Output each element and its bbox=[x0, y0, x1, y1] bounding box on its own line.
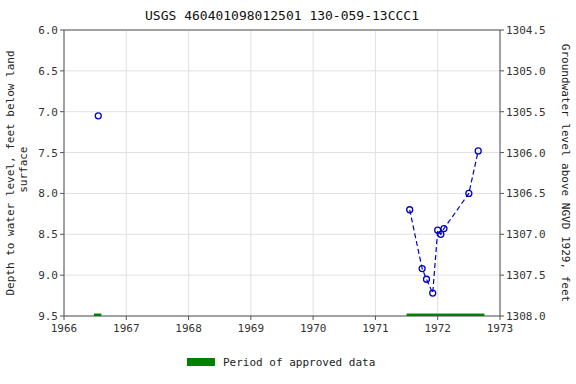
x-tick-label: 1973 bbox=[487, 322, 514, 335]
y-tick bbox=[60, 30, 64, 31]
grid-line-x bbox=[437, 30, 438, 316]
y2-tick-label: 1307.0 bbox=[506, 228, 546, 241]
y-tick-label: 9.0 bbox=[38, 269, 58, 282]
x-tick bbox=[188, 316, 189, 320]
y2-tick-label: 1306.0 bbox=[506, 147, 546, 160]
grid-line-x bbox=[126, 30, 127, 316]
y-tick bbox=[60, 111, 64, 112]
y-axis-label-line: Depth to water level, feet below land bbox=[4, 50, 17, 295]
y2-tick-label: 1306.5 bbox=[506, 187, 546, 200]
data-point bbox=[424, 276, 430, 282]
plot-frame bbox=[64, 30, 500, 316]
y-tick bbox=[60, 275, 64, 276]
chart: 1966 1967 1968 1969 1970 1971 1972 1973 6.0 6.5 7.… bbox=[0, 0, 576, 384]
y2-tick bbox=[500, 70, 504, 71]
y2-tick-label: 1305.5 bbox=[506, 106, 546, 119]
x-tick-label: 1970 bbox=[300, 322, 327, 335]
legend-swatch bbox=[187, 358, 215, 366]
series-line bbox=[410, 151, 479, 293]
y-axis-label: Depth to water level, feet below land su… bbox=[4, 50, 30, 295]
background bbox=[0, 0, 576, 384]
grid-line-y bbox=[64, 152, 500, 153]
x-tick bbox=[313, 316, 314, 320]
x-tick bbox=[126, 316, 127, 320]
x-tick bbox=[500, 316, 501, 320]
y-tick-label: 7.0 bbox=[38, 106, 58, 119]
y-tick bbox=[60, 316, 64, 317]
y2-tick bbox=[500, 275, 504, 276]
y-tick-label: 7.5 bbox=[38, 147, 58, 160]
title: USGS 460401098012501 130-059-13CCC1 bbox=[145, 8, 419, 23]
data-point bbox=[475, 148, 481, 154]
y2-tick bbox=[500, 193, 504, 194]
data-point bbox=[419, 266, 425, 272]
y2-tick bbox=[500, 234, 504, 235]
x-tick bbox=[250, 316, 251, 320]
x-axis: 1966 1967 1968 1969 1970 1971 1972 1973 bbox=[51, 316, 514, 335]
data-point bbox=[430, 290, 436, 296]
y2-axis: 1308.0 1307.5 1307.0 1306.5 1306.0 1305.5 1305… bbox=[500, 24, 546, 323]
data-point bbox=[466, 190, 472, 196]
y2-tick bbox=[500, 316, 504, 317]
data-point bbox=[95, 113, 101, 119]
y-axis-label-line: surface bbox=[17, 147, 30, 200]
data-point bbox=[438, 231, 444, 237]
grid-line-x bbox=[188, 30, 189, 316]
x-tick-label: 1971 bbox=[362, 322, 389, 335]
grid-line-x bbox=[250, 30, 251, 316]
y-tick bbox=[60, 152, 64, 153]
legend: Period of approved data bbox=[187, 356, 375, 369]
approved-period-bar bbox=[407, 314, 485, 316]
x-tick bbox=[64, 316, 65, 320]
y2-tick bbox=[500, 30, 504, 31]
x-tick-label: 1972 bbox=[424, 322, 451, 335]
grid-line-y bbox=[64, 70, 500, 71]
y2-tick-label: 1305.0 bbox=[506, 65, 546, 78]
y-tick-label: 6.5 bbox=[38, 65, 58, 78]
x-tick-label: 1969 bbox=[238, 322, 265, 335]
y-axis: 6.0 6.5 7.0 7.5 8.0 8.5 9.0 9.5 bbox=[38, 24, 64, 323]
x-tick-label: 1967 bbox=[113, 322, 140, 335]
y2-tick-label: 1308.0 bbox=[506, 310, 546, 323]
y2-tick bbox=[500, 152, 504, 153]
approved-period-bar bbox=[94, 314, 101, 316]
y2-tick bbox=[500, 111, 504, 112]
grid-line-y bbox=[64, 234, 500, 235]
y-tick bbox=[60, 70, 64, 71]
x-tick bbox=[375, 316, 376, 320]
y-tick-label: 6.0 bbox=[38, 24, 58, 37]
y-tick-label: 8.5 bbox=[38, 228, 58, 241]
y2-tick-label: 1304.5 bbox=[506, 24, 546, 37]
y-tick-label: 8.0 bbox=[38, 187, 58, 200]
grid-line-x bbox=[375, 30, 376, 316]
x-tick-label: 1966 bbox=[51, 322, 78, 335]
y-tick bbox=[60, 234, 64, 235]
y-tick-label: 9.5 bbox=[38, 310, 58, 323]
data-point bbox=[407, 207, 413, 213]
data-point bbox=[441, 226, 447, 232]
x-tick-label: 1968 bbox=[175, 322, 202, 335]
grid-line-x bbox=[313, 30, 314, 316]
grid-line-y bbox=[64, 111, 500, 112]
plot-area bbox=[94, 113, 485, 316]
y2-axis-label: Groundwater level above NGVD 1929, feet bbox=[559, 44, 572, 302]
y2-tick-label: 1307.5 bbox=[506, 269, 546, 282]
grid bbox=[64, 30, 500, 316]
x-tick bbox=[437, 316, 438, 320]
data-point bbox=[435, 227, 441, 233]
legend-label: Period of approved data bbox=[223, 356, 375, 369]
grid-line-y bbox=[64, 193, 500, 194]
y-tick bbox=[60, 193, 64, 194]
